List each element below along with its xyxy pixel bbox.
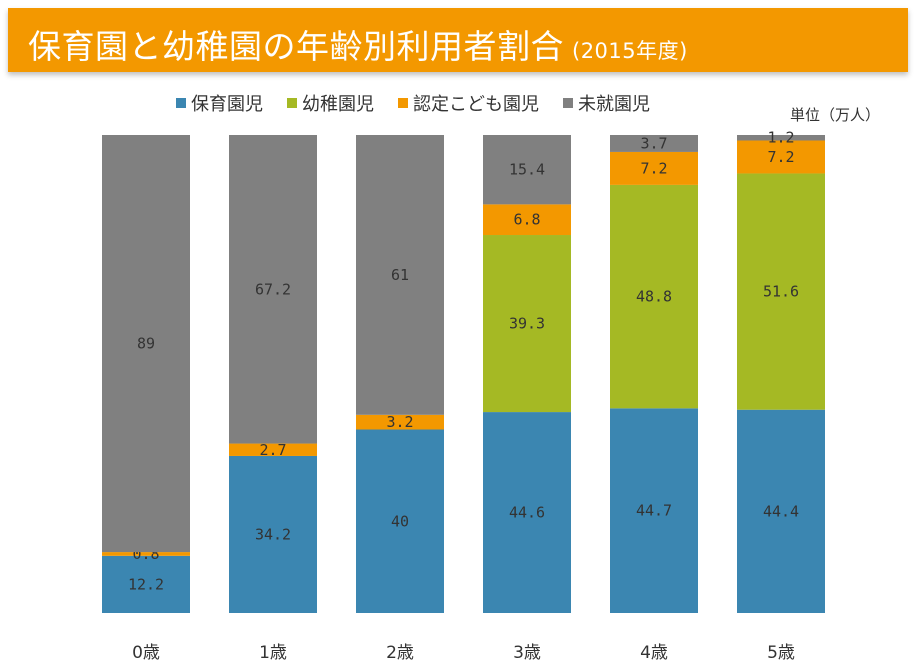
bar-segment [483,135,571,205]
data-label: 34.2 [255,525,291,543]
x-tick-label: 2歳 [386,643,414,663]
data-label: 1.2 [767,129,794,147]
x-tick-label: 5歳 [767,643,795,663]
bar-segment [483,412,571,613]
legend: 保育園児 幼稚園児 認定こども園児 未就園児 [176,90,674,116]
chart-subtitle: (2015年度) [572,39,688,63]
bar-segment [102,555,190,613]
x-tick-label: 4歳 [640,643,668,663]
bar-segment [102,552,190,556]
data-label: 12.2 [128,575,164,593]
legend-label: 認定こども園児 [413,94,539,115]
legend-item: 未就園児 [563,90,650,116]
chart-title-main: 保育園と幼稚園の年齢別利用者割合 [28,27,564,66]
data-label: 6.8 [513,211,540,229]
bar-segment [102,135,190,553]
x-tick-label: 1歳 [259,643,287,663]
bar-segment [610,151,698,185]
data-label: 48.8 [636,288,672,306]
legend-label: 保育園児 [191,94,263,115]
bar-segment [483,235,571,413]
unit-label: 単位（万人） [790,106,881,124]
bar-segment [610,135,698,152]
bar-segment [737,409,825,613]
data-label: 3.2 [386,413,413,431]
bar-segment [229,455,317,613]
bar-segment [737,173,825,410]
x-tick-label: 0歳 [132,643,160,663]
legend-label: 未就園児 [578,94,650,115]
bar-segment [737,140,825,174]
legend-swatch [563,98,573,108]
x-tick-label: 3歳 [513,643,541,663]
bar-segment [610,184,698,409]
data-label: 39.3 [509,315,545,333]
legend-item: 認定こども園児 [398,90,539,116]
legend-swatch [287,98,297,108]
legend-label: 幼稚園児 [302,94,374,115]
bar-segment [356,429,444,613]
title-banner: 保育園と幼稚園の年齢別利用者割合 (2015年度) [8,8,908,72]
data-label: 61 [391,266,409,284]
legend-item: 保育園児 [176,90,263,116]
bar-segment [356,414,444,430]
data-label: 40 [391,512,409,530]
chart-title: 保育園と幼稚園の年齢別利用者割合 (2015年度) [28,20,688,68]
data-label: 15.4 [509,161,545,179]
bar-segment [610,408,698,613]
data-label: 44.7 [636,502,672,520]
legend-swatch [398,98,408,108]
data-label: 7.2 [767,148,794,166]
data-label: 44.6 [509,504,545,522]
data-label: 7.2 [640,159,667,177]
data-label: 44.4 [763,502,799,520]
data-label: 3.7 [640,134,667,152]
data-label: 2.7 [259,441,286,459]
bar-segment [356,135,444,415]
legend-item: 幼稚園児 [287,90,374,116]
bar-segment [229,135,317,444]
bar-segment [737,135,825,141]
bar-segment [483,204,571,236]
data-label: 51.6 [763,283,799,301]
bar-segment [229,443,317,456]
data-label: 67.2 [255,280,291,298]
data-label: 89 [137,335,155,353]
legend-swatch [176,98,186,108]
